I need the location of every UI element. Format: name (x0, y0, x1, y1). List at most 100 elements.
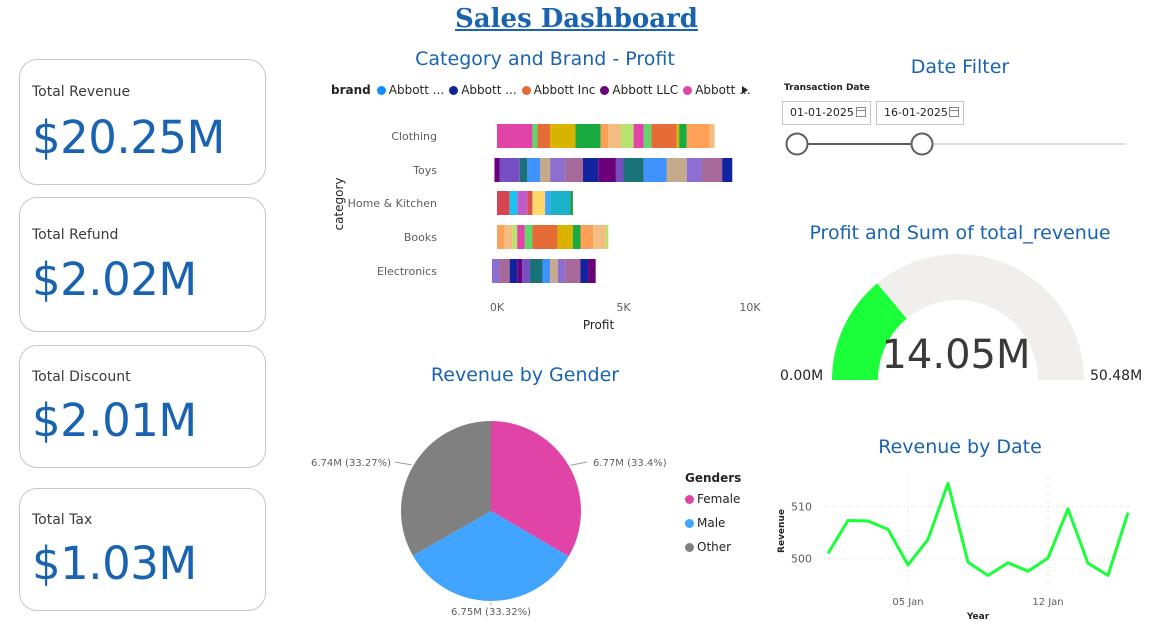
calendar-icon[interactable] (949, 107, 959, 117)
legend-item-label: Abbott ... (388, 83, 445, 97)
bar-segment (620, 124, 634, 148)
legend-dot (685, 543, 694, 552)
pie-slice-female (491, 421, 581, 557)
legend-item-other[interactable]: Other (685, 540, 741, 554)
bar-segment (709, 124, 715, 148)
bar-segment (580, 259, 589, 283)
legend-dot (521, 86, 531, 95)
end-date-input[interactable]: 16-01-2025 (876, 101, 964, 125)
start-date-input[interactable]: 01-01-2025 (782, 101, 871, 125)
legend-dot (600, 86, 610, 95)
bar-segment (550, 124, 576, 148)
legend-item-label: Other (697, 540, 732, 554)
gauge-value: 14.05M (881, 332, 1031, 378)
bar-segment (583, 158, 599, 182)
profit-gauge (832, 254, 1084, 380)
legend-item[interactable]: Abbott LLC (600, 83, 678, 97)
bar-segment (572, 225, 581, 249)
bar-segment (588, 259, 596, 283)
bar-segment (550, 158, 566, 182)
kpi-value: $20.25M (32, 111, 225, 164)
bar-segment (499, 259, 510, 283)
dashboard-title: Sales Dashboard (455, 4, 698, 34)
pie-data-label: 6.75M (33.32%) (451, 607, 531, 618)
legend-item[interactable]: Abbott ... (683, 83, 751, 97)
date-range-slider[interactable] (780, 130, 1130, 160)
date-chart-title: Revenue by Date (878, 436, 1042, 458)
kpi-label: Total Refund (32, 227, 119, 243)
legend-item-female[interactable]: Female (685, 492, 741, 506)
y-axis-title: Revenue (777, 509, 787, 553)
bar-segment (529, 259, 543, 283)
pie-leader-line (394, 461, 412, 466)
gauge-min: 0.00M (780, 368, 824, 384)
bar-segment (524, 225, 533, 249)
bar-segment (537, 124, 551, 148)
x-tick-label: 05 Jan (892, 597, 923, 608)
bar-segment (565, 158, 584, 182)
bar-segment (532, 225, 558, 249)
legend-item-label: Abbott ... (461, 83, 517, 97)
bar-segment (598, 158, 616, 182)
legend-dot (449, 86, 459, 95)
gender-pie-chart: 6.77M (33.4%) 6.75M (33.32%) 6.74M (33.27%… (311, 421, 667, 618)
revenue-line (826, 481, 1130, 577)
date-filter-title: Date Filter (910, 56, 1010, 78)
bar-segment (686, 158, 702, 182)
x-tick-label: 5K (616, 301, 631, 314)
legend-item-male[interactable]: Male (685, 516, 741, 530)
bar-segment (527, 191, 533, 215)
kpi-card-tax[interactable]: Total Tax $1.03M (19, 488, 266, 611)
slider-start-handle[interactable] (785, 132, 809, 156)
legend-next-arrow-icon[interactable] (742, 86, 748, 94)
bar-segment (722, 158, 733, 182)
date-filter-label: Transaction Date (784, 83, 870, 93)
kpi-label: Total Tax (32, 512, 93, 528)
kpi-card-discount[interactable]: Total Discount $2.01M (19, 345, 266, 468)
bar-segment (565, 259, 581, 283)
bar-segment (701, 158, 723, 182)
legend-dot (685, 519, 694, 528)
legend-item[interactable]: Abbott Inc (521, 83, 596, 97)
x-axis-title: Profit (583, 318, 615, 332)
legend-item-label: Male (697, 516, 726, 530)
kpi-label: Total Revenue (32, 84, 131, 100)
calendar-icon[interactable] (856, 107, 866, 117)
bar-segment (497, 191, 510, 215)
bar-segment (522, 259, 530, 283)
y-tick-label: 510 (791, 500, 812, 513)
gauge-track (832, 254, 1084, 380)
category-bar-chart: Clothing Toys Home & Kitchen Books Electroni… (332, 124, 761, 332)
bar-segment (509, 191, 518, 215)
legend-item[interactable]: Abbott ... (449, 83, 517, 97)
bar-segment (512, 225, 518, 249)
slider-end-handle[interactable] (910, 132, 934, 156)
bar-segment (509, 259, 518, 283)
gender-legend: Genders Female Male Other (685, 471, 741, 561)
bar-segment (605, 225, 609, 249)
legend-dot (683, 86, 693, 95)
category-tick-label: Books (404, 231, 437, 244)
legend-item[interactable]: Abbott ... (376, 83, 445, 97)
legend-title: brand (331, 83, 371, 97)
kpi-label: Total Discount (32, 369, 131, 385)
bar-segment (666, 158, 687, 182)
legend-item-label: Abbott LLC (612, 83, 679, 97)
kpi-card-refund[interactable]: Total Refund $2.02M (19, 197, 266, 332)
legend-title: Genders (685, 471, 742, 485)
legend-item-label: Abbott Inc (533, 83, 596, 97)
bar-segment (651, 124, 677, 148)
bar-segment (517, 191, 528, 215)
bar-segment (497, 225, 505, 249)
kpi-card-revenue[interactable]: Total Revenue $20.25M (19, 59, 266, 185)
bar-segment (491, 259, 500, 283)
y-axis-title: category (332, 177, 346, 230)
category-chart-title: Category and Brand - Profit (415, 48, 675, 70)
category-tick-label: Toys (412, 164, 437, 177)
bar-segment (593, 225, 606, 249)
x-tick-label: 12 Jan (1032, 597, 1063, 608)
bar-segment (519, 158, 528, 182)
bar-segment (550, 259, 558, 283)
bar-segment (499, 158, 520, 182)
bar-segment (532, 124, 538, 148)
